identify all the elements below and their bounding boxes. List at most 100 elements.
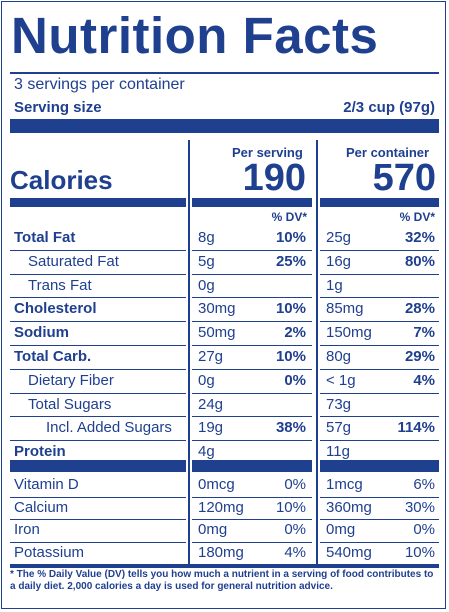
vitamin-label: Calcium [14,498,69,516]
row-divider-1 [192,440,312,441]
serving-amount: 0g [198,371,215,389]
nutrient-label: Incl. Added Sugars [46,419,172,437]
row-divider-0 [10,321,186,322]
column-divider-container [316,140,318,566]
vitamin-container-amount: 0mg [326,521,356,539]
container-amount: 80g [326,348,352,365]
label-title: Nutrition Facts [11,7,379,64]
serving-amount: 19g [198,419,224,437]
vitamin-serving-amount: 0mcg [198,476,235,493]
serving-dv: 10% [275,348,306,365]
row-divider-0 [10,416,186,417]
dv-header-serving: % DV* [271,210,307,224]
row-divider-1 [192,274,312,275]
row-divider-0 [10,297,186,298]
vitamin-serving-dv: 0% [284,521,306,539]
vitamin-divider-1 [192,519,312,520]
row-divider-1 [192,250,312,251]
title-divider [10,72,439,74]
vitamin-container-dv: 30% [404,498,435,516]
row-divider-2 [320,321,439,322]
serving-amount: 24g [198,395,224,413]
vitamin-bar-mid [192,460,312,472]
row-divider-2 [320,393,439,394]
vitamin-divider-2 [320,497,439,498]
vitamin-divider-1 [192,497,312,498]
container-amount: 1g [326,276,343,294]
row-divider-1 [192,369,312,370]
nutrient-label: Total Carb. [14,348,92,365]
row-divider-0 [10,369,186,370]
footnote: * The % Daily Value (DV) tells you how m… [10,569,434,592]
container-dv: 114% [397,419,435,437]
serving-amount: 27g [198,348,224,365]
vitamin-serving-amount: 0mg [198,521,228,539]
row-divider-0 [10,393,186,394]
calories-label: Calories [10,165,113,195]
row-divider-0 [10,274,186,275]
vitamin-label: Iron [14,521,40,539]
calories-bar-left [10,198,186,207]
container-dv: 28% [404,300,435,318]
calories-bar-mid [192,198,312,207]
row-divider-1 [192,297,312,298]
row-divider-2 [320,297,439,298]
vitamin-container-dv: 6% [413,476,435,493]
vitamin-container-dv: 0% [413,521,435,539]
vitamin-serving-amount: 180mg [198,544,244,562]
footnote-divider [10,564,439,568]
vitamin-serving-dv: 10% [275,498,306,516]
row-divider-0 [10,345,186,346]
container-dv: 29% [404,348,435,365]
container-dv: 4% [413,371,435,389]
per-container-header: Per container [346,145,430,160]
row-divider-1 [192,416,312,417]
vitamin-serving-amount: 120mg [198,498,244,516]
serving-dv: 10% [275,229,306,246]
container-amount: < 1g [326,371,356,389]
row-divider-1 [192,345,312,346]
vitamin-container-amount: 1mcg [326,476,363,493]
vitamin-divider-0 [10,497,186,498]
container-amount: 150mg [326,324,372,342]
serving-amount: 0g [198,276,215,294]
row-divider-2 [320,416,439,417]
nutrient-label: Saturated Fat [28,252,119,270]
serving-dv: 10% [275,300,306,318]
vitamin-bar-left [10,460,186,472]
vitamin-label: Vitamin D [14,476,79,493]
serving-amount: 5g [198,252,215,270]
nutrient-label: Total Fat [14,229,76,246]
vitamin-divider-1 [192,542,312,543]
vitamin-divider-2 [320,542,439,543]
row-divider-2 [320,274,439,275]
nutrient-label: Sodium [14,324,69,342]
thick-divider [10,119,439,133]
dv-header-container: % DV* [399,210,435,224]
nutrient-label: Cholesterol [14,300,97,318]
serving-dv: 25% [275,252,306,270]
calories-bar-right [320,198,439,207]
serving-size-value: 2/3 cup (97g) [343,99,435,116]
vitamin-container-amount: 360mg [326,498,372,516]
nutrient-label: Total Sugars [28,395,112,413]
vitamin-container-amount: 540mg [326,544,372,562]
serving-dv: 2% [284,324,306,342]
row-divider-2 [320,345,439,346]
serving-amount: 4g [198,443,215,461]
container-dv: 7% [413,324,435,342]
nutrient-label: Protein [14,443,66,461]
row-divider-0 [10,250,186,251]
row-divider-2 [320,250,439,251]
vitamin-divider-0 [10,542,186,543]
row-divider-2 [320,440,439,441]
serving-dv: 0% [284,371,306,389]
serving-dv: 38% [275,419,306,437]
container-amount: 57g [326,419,352,437]
vitamin-divider-2 [320,519,439,520]
servings-per-container: 3 servings per container [14,76,185,93]
calories-per-container: 570 [372,157,436,199]
container-amount: 16g [326,252,352,270]
container-amount: 25g [326,229,352,246]
